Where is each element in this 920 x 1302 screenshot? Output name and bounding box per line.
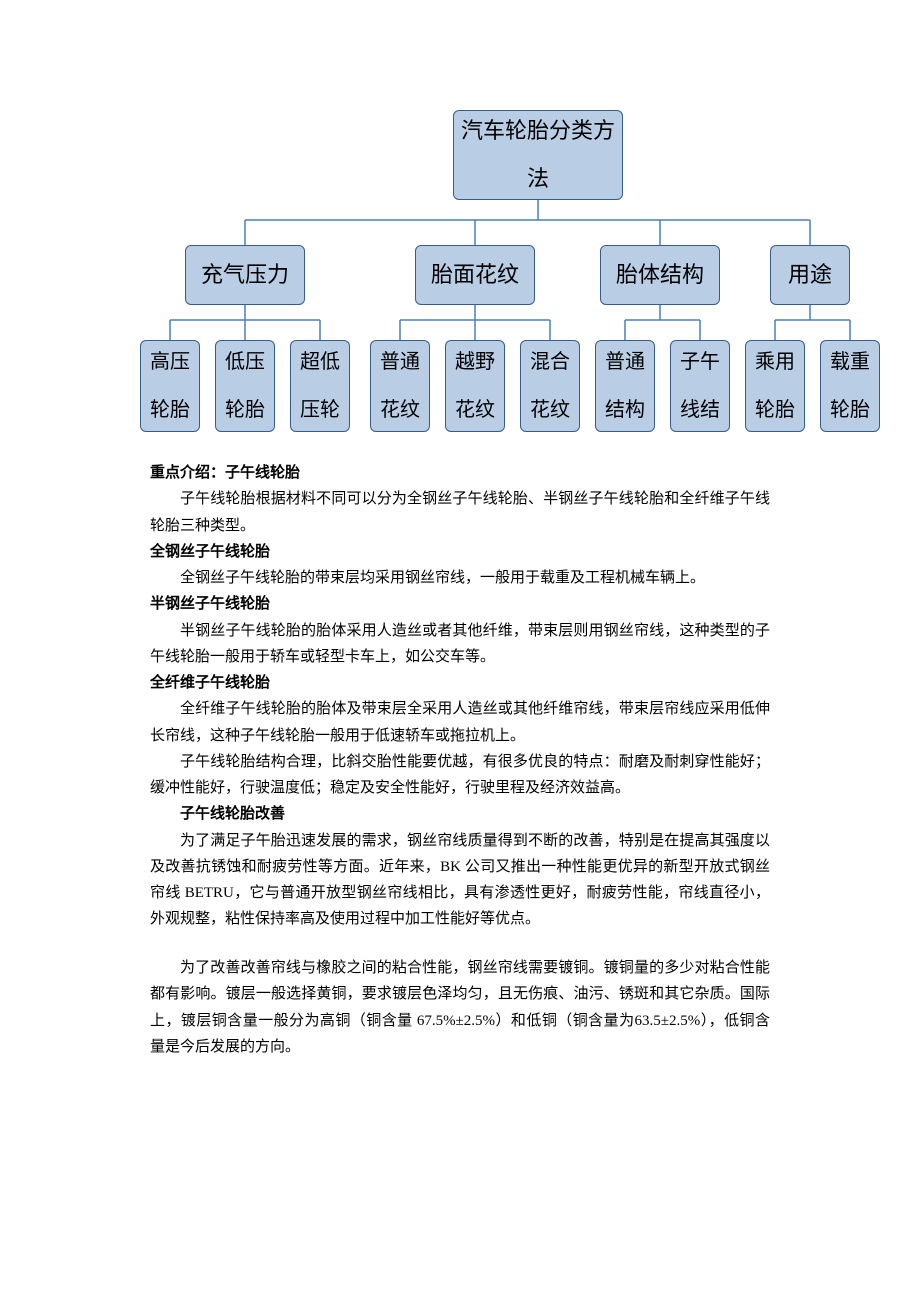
leaf-tread-0: 普通花纹 (370, 340, 430, 432)
node-label: 乘用轮胎 (755, 340, 795, 432)
leaf-pressure-0: 高压轮胎 (140, 340, 200, 432)
node-tread: 胎面花纹 (415, 245, 535, 305)
heading-all-fiber: 全纤维子午线轮胎 (150, 670, 770, 696)
paragraph: 子午线轮胎根据材料不同可以分为全钢丝子午线轮胎、半钢丝子午线轮胎和全纤维子午线轮… (150, 486, 770, 539)
paragraph: 为了满足子午胎迅速发展的需求，钢丝帘线质量得到不断的改善，特别是在提高其强度以及… (150, 828, 770, 933)
paragraph: 全纤维子午线轮胎的胎体及带束层全采用人造丝或其他纤维帘线，带束层帘线应采用低伸长… (150, 696, 770, 749)
node-usage: 用途 (770, 245, 850, 305)
node-label: 普通结构 (605, 340, 645, 432)
paragraph: 全钢丝子午线轮胎的带束层均采用钢丝帘线，一般用于载重及工程机械车辆上。 (150, 565, 770, 591)
node-root: 汽车轮胎分类方法 (453, 110, 623, 200)
paragraph: 半钢丝子午线轮胎的胎体采用人造丝或者其他纤维，带束层则用钢丝帘线，这种类型的子午… (150, 618, 770, 671)
node-label: 高压轮胎 (150, 340, 190, 432)
leaf-pressure-1: 低压轮胎 (215, 340, 275, 432)
leaf-structure-0: 普通结构 (595, 340, 655, 432)
classification-diagram: 汽车轮胎分类方法 充气压力 胎面花纹 胎体结构 用途 高压轮胎 低压轮胎 超低压… (0, 0, 920, 460)
heading-all-steel: 全钢丝子午线轮胎 (150, 539, 770, 565)
node-label: 胎面花纹 (431, 251, 519, 299)
heading-half-steel: 半钢丝子午线轮胎 (150, 591, 770, 617)
node-pressure: 充气压力 (185, 245, 305, 305)
leaf-structure-1: 子午线结 (670, 340, 730, 432)
node-label: 充气压力 (201, 251, 289, 299)
heading-improve: 子午线轮胎改善 (150, 801, 770, 827)
node-label: 子午线结 (680, 340, 720, 432)
paragraph: 子午线轮胎结构合理，比斜交胎性能要优越，有很多优良的特点：耐磨及耐刺穿性能好；缓… (150, 749, 770, 802)
node-structure: 胎体结构 (600, 245, 720, 305)
leaf-pressure-2: 超低压轮 (290, 340, 350, 432)
node-root-label: 汽车轮胎分类方法 (461, 110, 615, 200)
article-body: 重点介绍：子午线轮胎 子午线轮胎根据材料不同可以分为全钢丝子午线轮胎、半钢丝子午… (0, 460, 920, 1100)
node-label: 超低压轮 (300, 340, 340, 432)
paragraph: 为了改善改善帘线与橡胶之间的粘合性能，钢丝帘线需要镀铜。镀铜量的多少对粘合性能都… (150, 955, 770, 1060)
leaf-usage-0: 乘用轮胎 (745, 340, 805, 432)
node-label: 混合花纹 (530, 340, 570, 432)
leaf-tread-2: 混合花纹 (520, 340, 580, 432)
node-label: 普通花纹 (380, 340, 420, 432)
heading-intro: 重点介绍：子午线轮胎 (150, 460, 770, 486)
leaf-tread-1: 越野花纹 (445, 340, 505, 432)
node-label: 用途 (788, 251, 832, 299)
node-label: 低压轮胎 (225, 340, 265, 432)
node-label: 载重轮胎 (830, 340, 870, 432)
leaf-usage-1: 载重轮胎 (820, 340, 880, 432)
node-label: 胎体结构 (616, 251, 704, 299)
node-label: 越野花纹 (455, 340, 495, 432)
